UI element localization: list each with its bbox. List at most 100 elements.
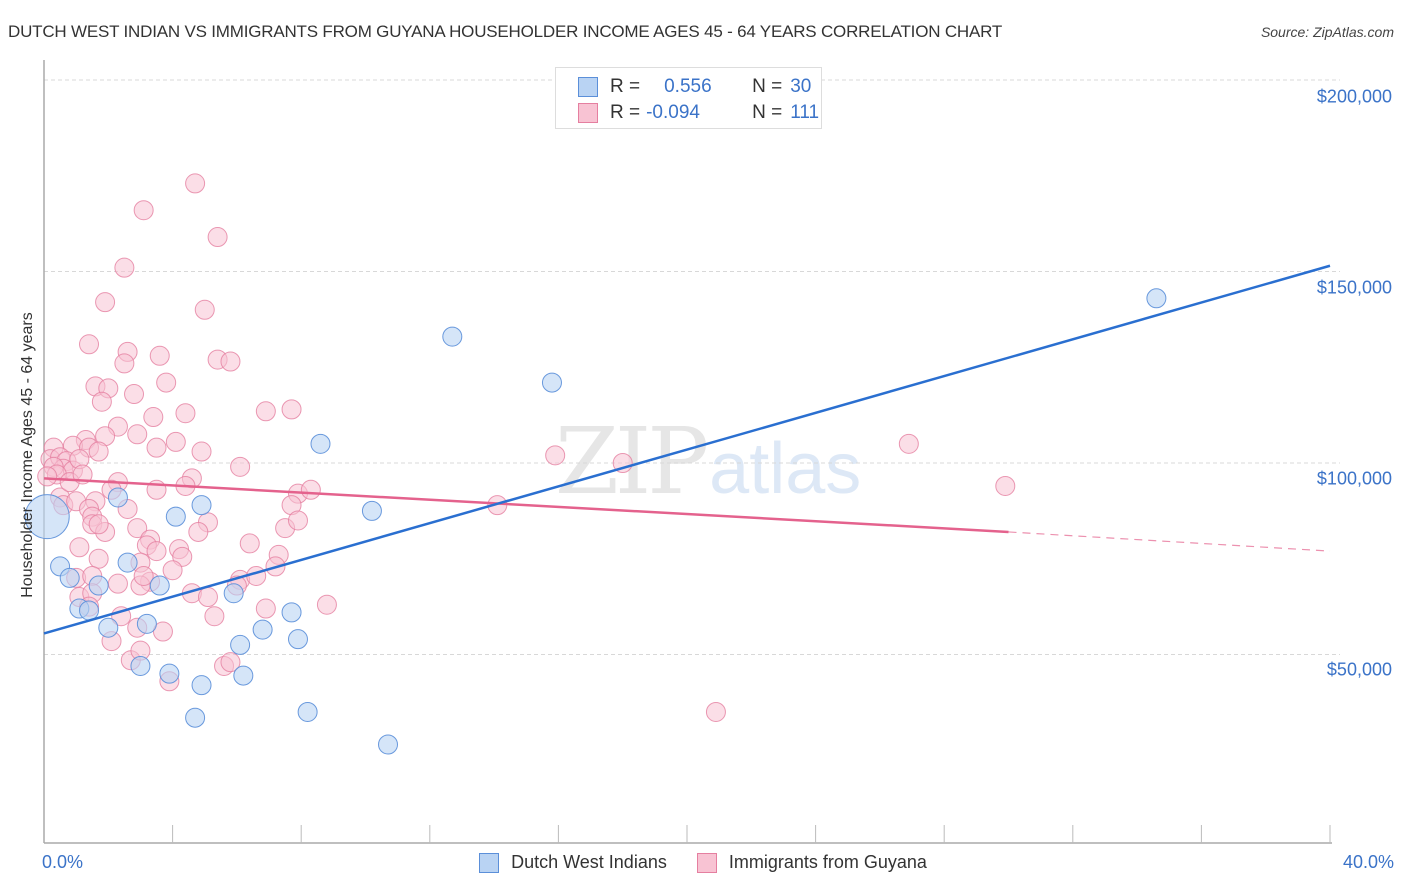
chart-title: DUTCH WEST INDIAN VS IMMIGRANTS FROM GUY… bbox=[8, 22, 1003, 41]
pink-swatch-icon bbox=[696, 852, 717, 873]
data-point-immigrants-from-guyana bbox=[107, 573, 128, 594]
data-point-immigrants-from-guyana bbox=[230, 456, 251, 477]
data-point-immigrants-from-guyana bbox=[69, 537, 90, 558]
data-point-immigrants-from-guyana bbox=[88, 548, 109, 569]
data-point-dutch-west-indians bbox=[130, 655, 151, 676]
data-point-immigrants-from-guyana bbox=[316, 594, 337, 615]
data-point-immigrants-from-guyana bbox=[156, 372, 177, 393]
data-point-immigrants-from-guyana bbox=[207, 227, 228, 248]
data-point-immigrants-from-guyana bbox=[162, 560, 183, 581]
series-legend: Dutch West Indians Immigrants from Guyan… bbox=[0, 852, 1406, 873]
data-point-dutch-west-indians bbox=[252, 619, 273, 640]
data-point-dutch-west-indians bbox=[233, 665, 254, 686]
data-point-immigrants-from-guyana bbox=[995, 475, 1016, 496]
data-point-immigrants-from-guyana bbox=[88, 514, 109, 535]
data-point-immigrants-from-guyana bbox=[705, 701, 726, 722]
data-point-immigrants-from-guyana bbox=[91, 391, 112, 412]
data-point-dutch-west-indians bbox=[361, 500, 382, 521]
data-point-dutch-west-indians bbox=[185, 707, 206, 728]
data-point-dutch-west-indians bbox=[117, 552, 138, 573]
data-point-immigrants-from-guyana bbox=[220, 652, 241, 673]
data-point-immigrants-from-guyana bbox=[146, 437, 167, 458]
data-point-dutch-west-indians bbox=[98, 617, 119, 638]
data-point-dutch-west-indians bbox=[107, 487, 128, 508]
data-point-dutch-west-indians bbox=[223, 583, 244, 604]
data-point-dutch-west-indians bbox=[297, 701, 318, 722]
data-point-dutch-west-indians bbox=[541, 372, 562, 393]
y-tick-150000: $150,000 bbox=[1316, 277, 1392, 298]
data-point-dutch-west-indians bbox=[24, 494, 70, 540]
data-point-dutch-west-indians bbox=[149, 575, 170, 596]
data-point-immigrants-from-guyana bbox=[127, 424, 148, 445]
data-point-immigrants-from-guyana bbox=[255, 598, 276, 619]
data-point-immigrants-from-guyana bbox=[114, 353, 135, 374]
data-point-immigrants-from-guyana bbox=[133, 565, 154, 586]
data-point-immigrants-from-guyana bbox=[133, 200, 154, 221]
data-point-dutch-west-indians bbox=[59, 567, 80, 588]
data-point-immigrants-from-guyana bbox=[127, 518, 148, 539]
x-tick-max: 40.0% bbox=[1342, 852, 1394, 872]
data-point-immigrants-from-guyana bbox=[239, 533, 260, 554]
x-tick-min: 0.0% bbox=[42, 852, 84, 872]
blue-swatch-icon bbox=[578, 77, 598, 97]
data-point-dutch-west-indians bbox=[442, 326, 463, 347]
pink-swatch-icon bbox=[578, 103, 598, 123]
trend-line-immigrants-from-guyana bbox=[43, 477, 1009, 534]
data-point-immigrants-from-guyana bbox=[79, 334, 100, 355]
data-point-dutch-west-indians bbox=[191, 495, 212, 516]
data-point-immigrants-from-guyana bbox=[95, 292, 116, 313]
data-point-immigrants-from-guyana bbox=[194, 299, 215, 320]
r-value: 0.556 bbox=[664, 76, 712, 97]
data-point-immigrants-from-guyana bbox=[255, 401, 276, 422]
legend-label: Immigrants from Guyana bbox=[728, 852, 927, 872]
r-label: R = bbox=[610, 76, 641, 97]
source-label: Source: ZipAtlas.com bbox=[1260, 24, 1394, 40]
y-tick-50000: $50,000 bbox=[1326, 659, 1392, 680]
data-point-dutch-west-indians bbox=[79, 600, 100, 621]
data-point-immigrants-from-guyana bbox=[197, 587, 218, 608]
data-point-dutch-west-indians bbox=[191, 675, 212, 696]
data-point-immigrants-from-guyana bbox=[246, 565, 267, 586]
legend-row-immigrants-from-guyana: R = -0.094 N = 111 bbox=[578, 102, 819, 124]
data-point-immigrants-from-guyana bbox=[191, 441, 212, 462]
legend-item-immigrants-from-guyana[interactable]: Immigrants from Guyana bbox=[696, 852, 927, 873]
data-point-dutch-west-indians bbox=[310, 433, 331, 454]
data-point-immigrants-from-guyana bbox=[898, 433, 919, 454]
data-point-immigrants-from-guyana bbox=[114, 257, 135, 278]
blue-swatch-icon bbox=[479, 852, 500, 873]
y-tick-100000: $100,000 bbox=[1316, 468, 1392, 489]
data-point-immigrants-from-guyana bbox=[204, 606, 225, 627]
data-point-immigrants-from-guyana bbox=[124, 384, 145, 405]
legend-label: Dutch West Indians bbox=[511, 852, 667, 872]
data-point-immigrants-from-guyana bbox=[300, 479, 321, 500]
correlation-legend: R = 0.556 N = 30 R = -0.094 N = 111 bbox=[555, 67, 822, 129]
n-label: N = bbox=[752, 102, 783, 123]
n-value: 30 bbox=[790, 76, 812, 97]
legend-row-dutch-west-indians: R = 0.556 N = 30 bbox=[578, 76, 811, 98]
data-point-immigrants-from-guyana bbox=[165, 431, 186, 452]
data-point-dutch-west-indians bbox=[287, 629, 308, 650]
data-point-immigrants-from-guyana bbox=[143, 407, 164, 428]
data-point-immigrants-from-guyana bbox=[152, 621, 173, 642]
data-point-dutch-west-indians bbox=[281, 602, 302, 623]
r-value: -0.094 bbox=[646, 102, 700, 123]
data-point-dutch-west-indians bbox=[159, 663, 180, 684]
data-point-immigrants-from-guyana bbox=[545, 445, 566, 466]
data-point-dutch-west-indians bbox=[230, 634, 251, 655]
data-point-dutch-west-indians bbox=[1146, 288, 1167, 309]
data-point-immigrants-from-guyana bbox=[175, 403, 196, 424]
trend-line-dutch-west-indians bbox=[43, 264, 1331, 635]
data-point-immigrants-from-guyana bbox=[88, 441, 109, 462]
r-label: R = bbox=[610, 102, 641, 123]
data-point-dutch-west-indians bbox=[378, 734, 399, 755]
y-tick-200000: $200,000 bbox=[1316, 86, 1392, 107]
n-label: N = bbox=[752, 76, 783, 97]
data-point-immigrants-from-guyana bbox=[220, 351, 241, 372]
data-point-immigrants-from-guyana bbox=[281, 399, 302, 420]
data-point-immigrants-from-guyana bbox=[146, 541, 167, 562]
n-value: 111 bbox=[790, 102, 820, 123]
data-point-immigrants-from-guyana bbox=[149, 345, 170, 366]
data-point-dutch-west-indians bbox=[165, 506, 186, 527]
legend-item-dutch-west-indians[interactable]: Dutch West Indians bbox=[479, 852, 667, 873]
